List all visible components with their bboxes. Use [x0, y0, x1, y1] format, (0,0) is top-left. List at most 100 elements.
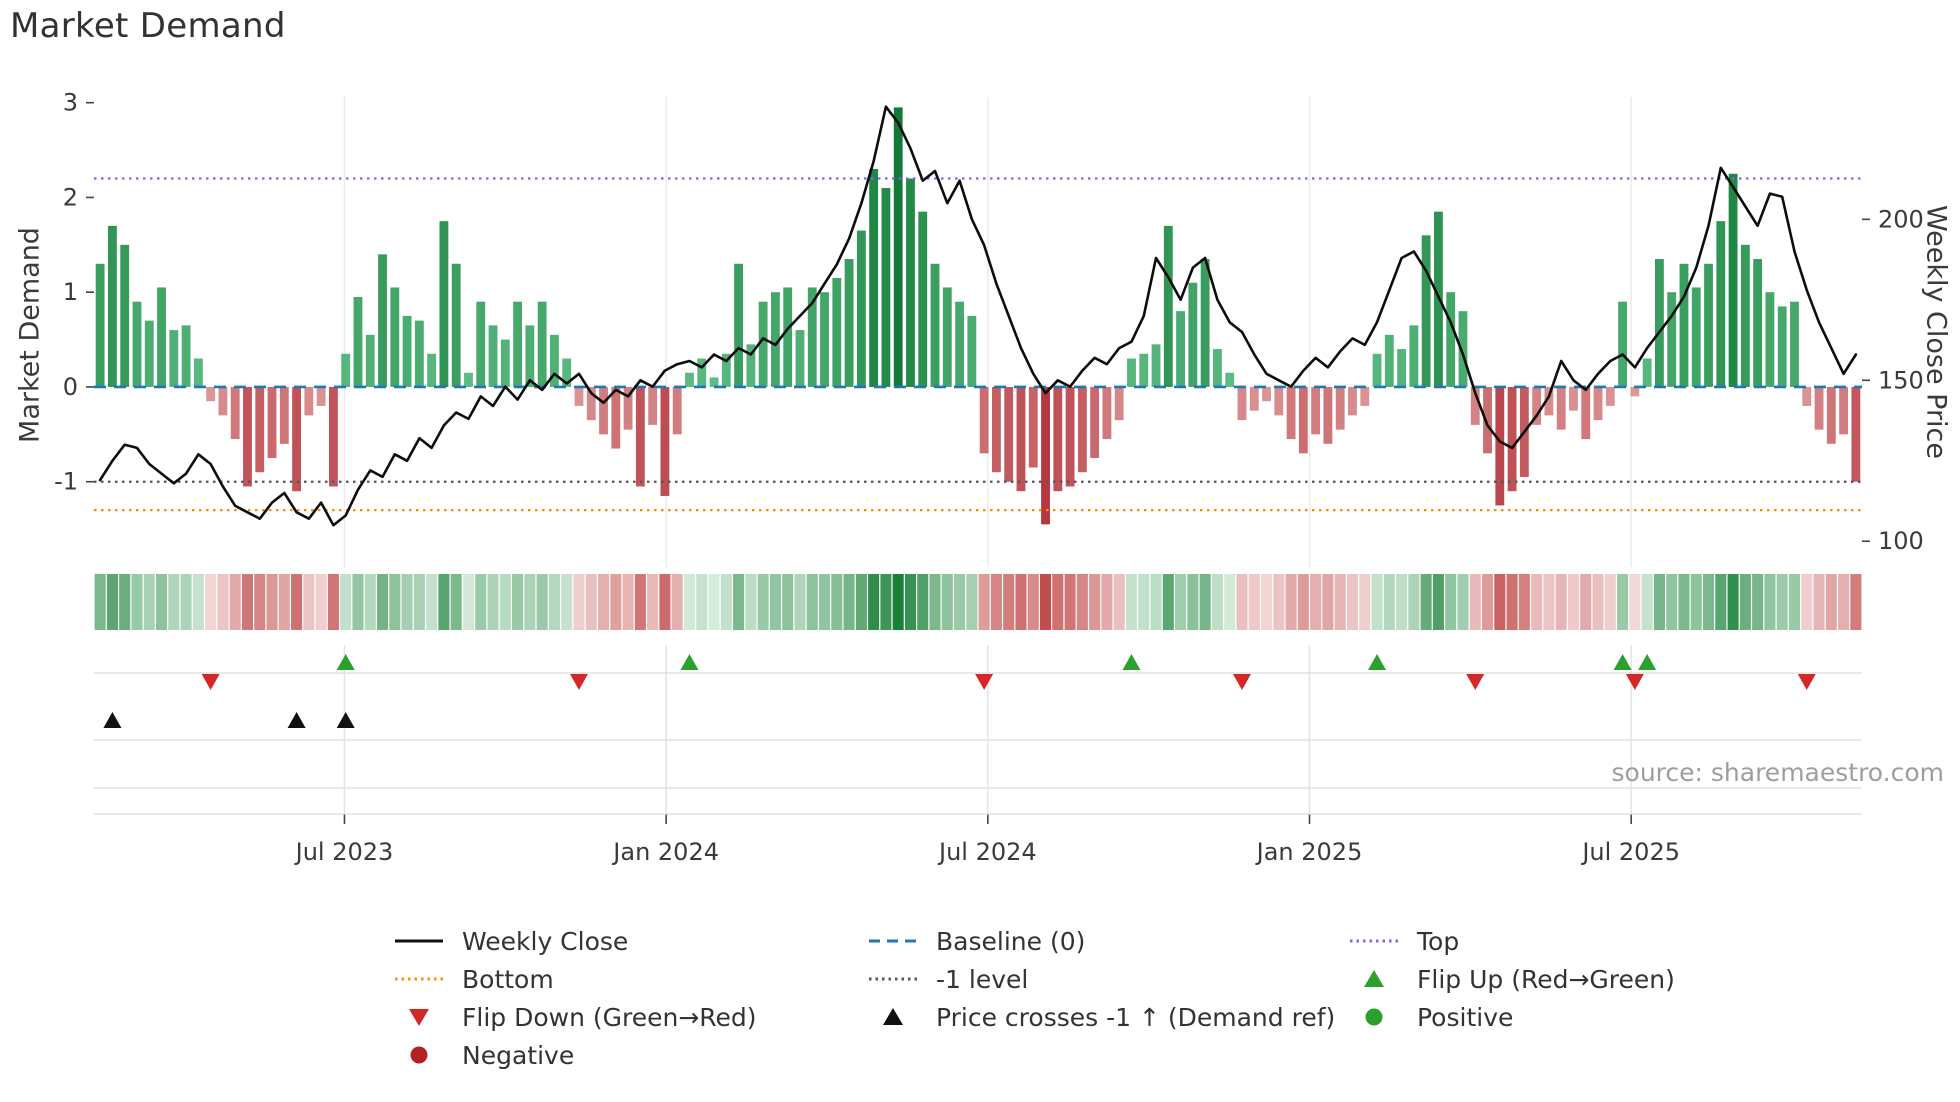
heatmap-cell	[868, 574, 880, 630]
legend-item-weekly-close: Weekly Close	[392, 927, 866, 956]
heatmap-cell	[757, 574, 769, 630]
y-tick-label-left: 1	[63, 278, 78, 306]
demand-bar	[1495, 386, 1505, 506]
demand-bar	[783, 287, 793, 387]
demand-bar	[1372, 353, 1382, 387]
demand-bar	[979, 386, 989, 454]
flip-up-marker	[336, 654, 355, 670]
demand-bar	[832, 277, 842, 387]
flip-down-marker	[1466, 674, 1485, 690]
heatmap-cell	[720, 574, 732, 630]
heatmap-cell	[1248, 574, 1260, 630]
demand-bar	[144, 320, 154, 387]
demand-bar	[611, 386, 621, 449]
heatmap-cell	[119, 574, 131, 630]
heatmap-cell	[352, 574, 364, 630]
demand-bar	[95, 263, 105, 387]
y-tick-label-left: -1	[54, 468, 78, 496]
demand-bar	[120, 244, 130, 387]
heatmap-cell	[155, 574, 168, 630]
y-tick-label-right: 200	[1878, 205, 1924, 233]
heatmap-cell	[1138, 574, 1150, 630]
demand-bar	[1814, 386, 1824, 430]
heatmap-cell	[1617, 574, 1629, 630]
heatmap-cell	[1297, 574, 1309, 630]
demand-bar	[1581, 386, 1591, 440]
demand-bar	[635, 386, 645, 487]
demand-bar	[243, 386, 252, 487]
demand-bar	[820, 292, 829, 387]
legend-item-baseline: Baseline (0)	[866, 927, 1347, 956]
heatmap-cell	[1801, 574, 1813, 630]
heatmap-cell	[818, 574, 831, 630]
heatmap-cell	[1089, 574, 1101, 630]
heatmap-cell	[904, 574, 917, 630]
heatmap-cell	[929, 574, 941, 630]
demand-bar	[685, 372, 694, 387]
demand-bar	[1041, 386, 1050, 525]
heatmap-cell	[1322, 574, 1334, 630]
demand-bar	[599, 386, 608, 435]
demand-bar	[181, 325, 191, 387]
heatmap-cell	[1408, 574, 1420, 630]
demand-bar	[648, 386, 658, 425]
heatmap-cell	[180, 574, 192, 630]
heatmap-cell	[1850, 574, 1862, 630]
negative-dot-icon	[410, 1046, 428, 1064]
demand-bar	[1188, 282, 1198, 387]
demand-bar	[488, 325, 498, 387]
flip-down-marker	[1797, 674, 1816, 690]
demand-bar	[1851, 386, 1861, 482]
heatmap-cell	[389, 574, 401, 630]
demand-bar	[1286, 386, 1296, 440]
price-cross-marker	[336, 712, 355, 728]
demand-bar	[1360, 386, 1370, 406]
legend-item-bottom: Bottom	[392, 965, 866, 994]
flip-down-triangle-icon	[409, 1009, 429, 1026]
flip-up-marker	[1368, 654, 1387, 670]
heatmap-cell	[794, 574, 806, 630]
heatmap-cell	[1310, 574, 1322, 630]
heatmap-cell	[475, 574, 487, 630]
heatmap-cell	[254, 574, 266, 630]
demand-bar	[525, 325, 535, 387]
demand-bar	[378, 254, 387, 387]
heatmap-cell	[1604, 574, 1616, 630]
demand-bar	[856, 230, 866, 387]
heatmap-cell	[1285, 574, 1297, 630]
heatmap-cell	[364, 574, 376, 630]
demand-bar	[1114, 386, 1124, 421]
demand-bar	[414, 320, 424, 387]
demand-bar	[1470, 386, 1480, 425]
demand-bar	[562, 358, 572, 387]
demand-bar	[1090, 386, 1100, 459]
demand-bar	[1421, 235, 1431, 387]
demand-bar	[1679, 263, 1689, 387]
heatmap-cell	[1715, 574, 1727, 630]
heatmap-cell	[131, 574, 143, 630]
price-cross-marker	[287, 712, 306, 728]
heatmap-cell	[1101, 574, 1113, 630]
heatmap-cell	[413, 574, 425, 630]
demand-bar	[1249, 386, 1259, 411]
demand-bar	[660, 386, 670, 496]
demand-bar	[1507, 386, 1517, 492]
heatmap-cell	[1273, 574, 1285, 630]
heatmap-cell	[548, 574, 560, 630]
heatmap-cell	[843, 574, 855, 630]
demand-bar	[1839, 386, 1849, 435]
y-tick-label-right: 100	[1878, 527, 1924, 555]
heatmap-cell	[327, 574, 339, 630]
demand-bar	[1053, 386, 1063, 492]
legend: Weekly Close Baseline (0) Top Bottom -1 …	[392, 922, 1675, 1074]
heatmap-cell	[634, 574, 646, 630]
price-cross-triangle-icon	[883, 1008, 903, 1025]
heatmap-cell	[94, 574, 106, 630]
demand-bar	[1544, 386, 1554, 416]
demand-bar	[844, 259, 854, 387]
demand-bar	[537, 301, 547, 387]
demand-bar	[1397, 349, 1407, 387]
heatmap-cell	[1371, 574, 1383, 630]
heatmap-cell	[1727, 574, 1739, 630]
heatmap-cell	[1162, 574, 1174, 630]
